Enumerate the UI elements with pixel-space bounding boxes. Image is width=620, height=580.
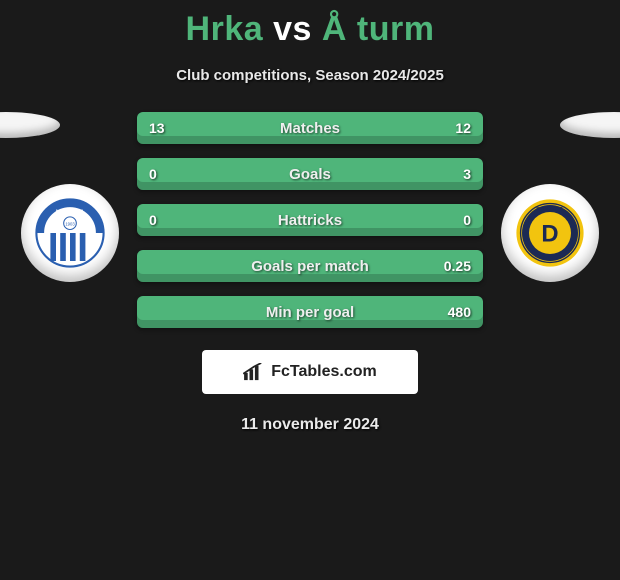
stat-label: Matches [280,120,340,137]
stat-bar: Min per goal 480 [137,296,483,328]
stat-value-right: 480 [448,304,471,320]
brand-badge[interactable]: FcTables.com [202,350,418,394]
subtitle: Club competitions, Season 2024/2025 [0,67,620,84]
brand-text: FcTables.com [271,363,377,381]
club-crest-left: NK NAFTA 1903 [21,184,119,282]
stat-value-right: 3 [463,166,471,182]
stat-bar: Goals per match 0.25 [137,250,483,282]
nafta-crest-icon: NK NAFTA 1903 [35,198,105,268]
comparison-stage: NK NAFTA 1903 D DOMŽALE 13 Matches 12 0 Goal… [0,112,620,328]
domzale-crest-icon: D DOMŽALE [515,198,585,268]
stat-value-right: 12 [455,120,471,136]
stat-label: Goals per match [251,258,369,275]
svg-text:1903: 1903 [65,221,75,226]
flag-ellipse-right [560,112,620,138]
stat-bars: 13 Matches 12 0 Goals 3 0 Hattricks 0 Goals per m… [137,112,483,328]
club-crest-right: D DOMŽALE [501,184,599,282]
brand-chart-icon [243,363,265,381]
date-text: 11 november 2024 [0,416,620,434]
flag-ellipse-left [0,112,60,138]
stat-value-right: 0.25 [444,258,471,274]
stat-value-left: 0 [149,212,157,228]
svg-text:NK NAFTA: NK NAFTA [56,209,84,215]
stat-label: Goals [289,166,331,183]
svg-text:D: D [541,220,558,247]
stat-label: Hattricks [278,212,342,229]
stat-bar: 0 Hattricks 0 [137,204,483,236]
title-left: Hrka [186,10,264,48]
stat-value-left: 0 [149,166,157,182]
stat-value-left: 13 [149,120,165,136]
title-vs: vs [273,10,312,48]
stat-bar: 0 Goals 3 [137,158,483,190]
stat-label: Min per goal [266,304,354,321]
stat-bar: 13 Matches 12 [137,112,483,144]
stat-value-right: 0 [463,212,471,228]
title-right: Å turm [322,10,435,48]
page-title: Hrka vs Å turm [0,0,620,49]
